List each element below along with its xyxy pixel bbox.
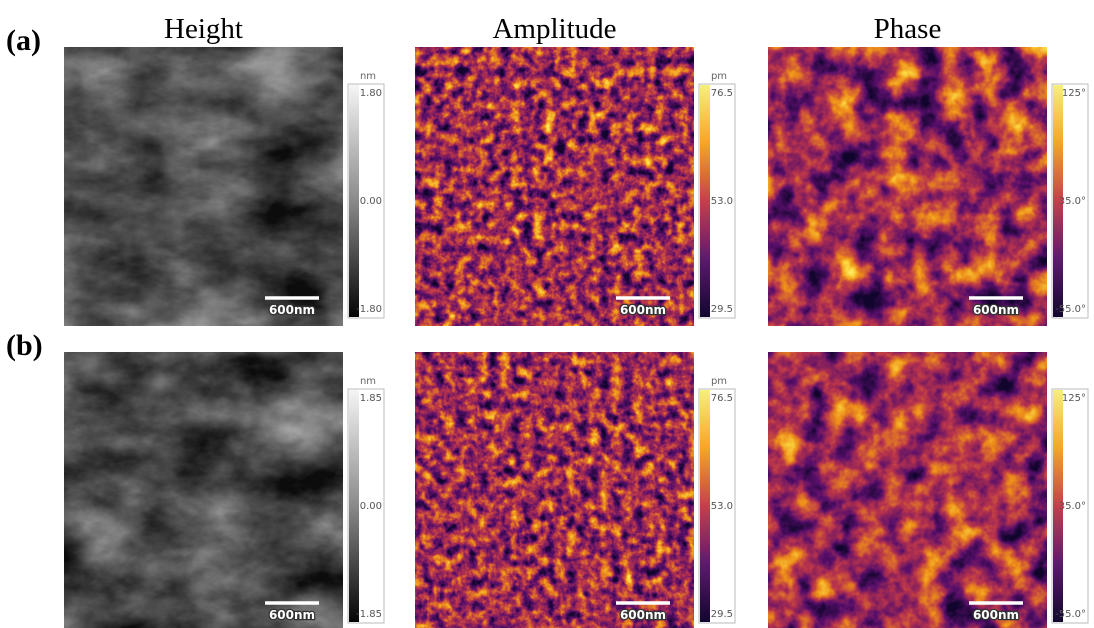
colorbar-tick-label: -55.0° [1055,304,1086,315]
scale-bar-label: 600nm [973,303,1019,317]
column-title: Amplitude [492,13,616,45]
colorbar-tick-label: 53.0 [711,501,733,512]
scale-bar-label: 600nm [269,303,315,317]
colorbar-tick-label: 1.85 [360,393,382,404]
colorbar [349,85,359,317]
colorbar [700,390,710,622]
scale-bar-label: 600nm [973,608,1019,622]
afm-image [414,351,695,628]
row-label: (b) [6,329,43,362]
afm-image [767,351,1048,628]
colorbar [349,390,359,622]
colorbar-tick-label: 125° [1062,88,1086,99]
colorbar-tick-label: -1.80 [356,304,382,315]
colorbar-tick-label: 35.0° [1059,196,1086,207]
colorbar-tick-label: 29.5 [711,304,733,315]
scale-bar-label: 600nm [620,608,666,622]
afm-image [63,46,344,327]
colorbar-tick-label: -55.0° [1055,609,1086,620]
afm-image [767,46,1048,327]
colorbar [1053,390,1063,622]
colorbar-unit: pm [711,376,727,387]
colorbar-tick-label: 29.5 [711,609,733,620]
column-title: Phase [874,13,942,45]
afm-image [63,351,344,628]
colorbar-tick-label: 0.00 [360,501,382,512]
colorbar-tick-label: -1.85 [356,609,382,620]
colorbar-tick-label: 76.5 [711,88,733,99]
colorbar-tick-label: 76.5 [711,393,733,404]
column-title: Height [164,13,243,45]
colorbar-tick-label: 0.00 [360,196,382,207]
colorbar-tick-label: 1.80 [360,88,382,99]
colorbar-tick-label: 53.0 [711,196,733,207]
afm-image [414,46,695,327]
colorbar [700,85,710,317]
row-label: (a) [6,24,41,57]
scale-bar-label: 600nm [620,303,666,317]
colorbar-unit: pm [711,71,727,82]
scale-bar-label: 600nm [269,608,315,622]
colorbar [1053,85,1063,317]
colorbar-unit: nm [360,376,376,387]
colorbar-unit: nm [360,71,376,82]
colorbar-tick-label: 125° [1062,393,1086,404]
colorbar-tick-label: 35.0° [1059,501,1086,512]
